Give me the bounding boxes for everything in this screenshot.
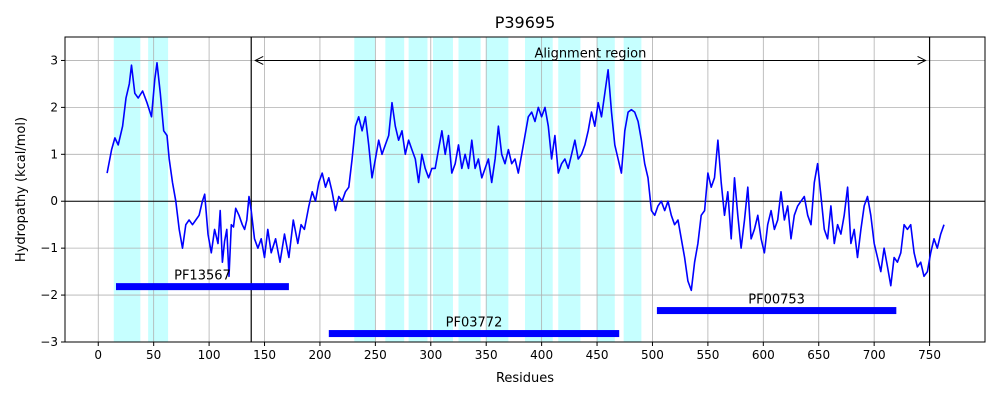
shaded-region (433, 37, 453, 342)
domain-label: PF03772 (446, 316, 503, 331)
plot-frame (64, 36, 986, 343)
hydropathy-line (106, 62, 945, 292)
tick-layer: 0 50 100 150 200 250 300 350 400 450 500 550 600 650 7… (40, 53, 941, 362)
series-layer (106, 62, 945, 292)
y-tick-label: 2 (50, 100, 58, 114)
alignment-region-label: Alignment region (534, 46, 646, 61)
reference-lines-layer (65, 37, 985, 342)
x-tick-label: 400 (530, 348, 553, 362)
shaded-region (558, 37, 581, 342)
y-tick-label: 0 (50, 194, 58, 208)
shaded-regions-layer (113, 37, 642, 342)
x-tick-label: 50 (146, 348, 161, 362)
y-axis-label: Hydropathy (kcal/mol) (14, 117, 29, 262)
x-tick-label: 600 (752, 348, 775, 362)
x-tick-label: 200 (308, 348, 331, 362)
shaded-region (525, 37, 553, 342)
domain-label: PF13567 (174, 269, 231, 284)
x-tick-label: 500 (641, 348, 664, 362)
y-tick-label: −2 (40, 288, 58, 302)
chart-title: P39695 (495, 13, 556, 32)
shaded-region (148, 37, 169, 342)
x-tick-label: 650 (807, 348, 830, 362)
x-tick-label: 250 (364, 348, 387, 362)
domain-bar (656, 307, 897, 315)
domain-bar (328, 330, 620, 338)
x-tick-label: 300 (419, 348, 442, 362)
y-tick-label: −1 (40, 241, 58, 255)
alignment-arrowhead-right (917, 56, 927, 65)
x-tick-label: 450 (586, 348, 609, 362)
shaded-region (354, 37, 376, 342)
x-tick-label: 700 (863, 348, 886, 362)
shaded-region (113, 37, 141, 342)
y-tick-label: 3 (50, 53, 58, 67)
annotation-layer: Alignment region (254, 46, 927, 65)
x-tick-label: 350 (475, 348, 498, 362)
x-tick-label: 550 (696, 348, 719, 362)
shaded-region (458, 37, 481, 342)
domain-bars-layer: PF13567 PF03772 PF00753 (115, 269, 897, 338)
x-tick-label: 150 (253, 348, 276, 362)
alignment-arrowhead-left (254, 56, 264, 65)
x-tick-label: 750 (918, 348, 941, 362)
y-tick-label: −3 (40, 335, 58, 349)
domain-bar (115, 283, 289, 291)
shaded-region (408, 37, 428, 342)
shaded-region (385, 37, 405, 342)
domain-label: PF00753 (748, 293, 805, 308)
shaded-region (623, 37, 642, 342)
y-tick-label: 1 (50, 147, 58, 161)
x-tick-label: 0 (94, 348, 102, 362)
x-tick-label: 100 (198, 348, 221, 362)
x-axis-label: Residues (496, 371, 554, 386)
shaded-region (486, 37, 509, 342)
